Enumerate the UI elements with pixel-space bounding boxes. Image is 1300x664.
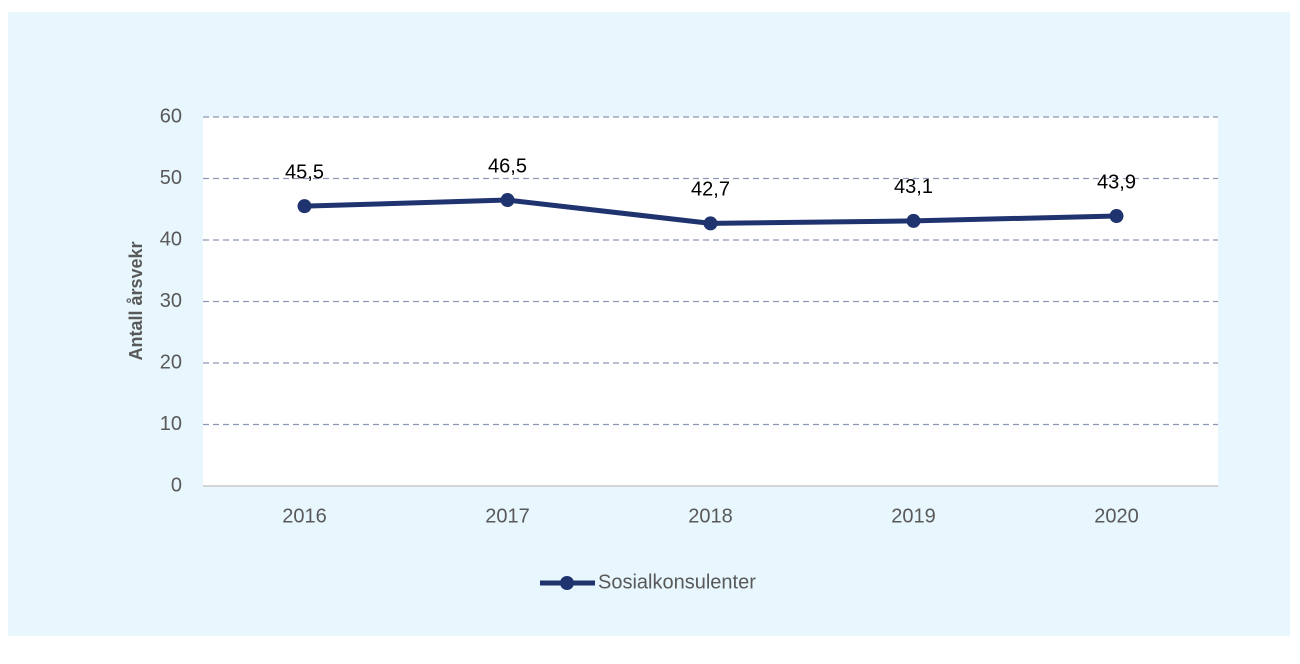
- marker: [1109, 209, 1124, 224]
- x-tick-label: 2019: [891, 505, 936, 527]
- x-tick-label: 2017: [485, 505, 530, 527]
- data-label: 45,5: [285, 161, 324, 183]
- legend-label: Sosialkonsulenter: [598, 571, 756, 593]
- y-tick-label: 10: [160, 413, 182, 435]
- x-tick-label: 2016: [282, 505, 327, 527]
- x-tick-label: 2018: [688, 505, 733, 527]
- y-tick-label: 60: [160, 105, 182, 127]
- x-tick-label: 2020: [1094, 505, 1139, 527]
- legend-marker: [560, 576, 574, 590]
- data-label: 43,1: [894, 176, 933, 198]
- y-tick-label: 50: [160, 167, 182, 189]
- marker: [500, 193, 515, 208]
- y-tick-label: 0: [171, 474, 182, 496]
- y-tick-label: 40: [160, 228, 182, 250]
- data-label: 43,9: [1097, 171, 1136, 193]
- marker: [297, 199, 312, 214]
- marker: [703, 216, 718, 231]
- data-label: 46,5: [488, 155, 527, 177]
- marker: [906, 213, 921, 228]
- y-tick-label: 30: [160, 290, 182, 312]
- y-axis-label: Antall årsvekr: [126, 241, 146, 360]
- data-label: 42,7: [691, 179, 730, 201]
- y-tick-label: 20: [160, 351, 182, 373]
